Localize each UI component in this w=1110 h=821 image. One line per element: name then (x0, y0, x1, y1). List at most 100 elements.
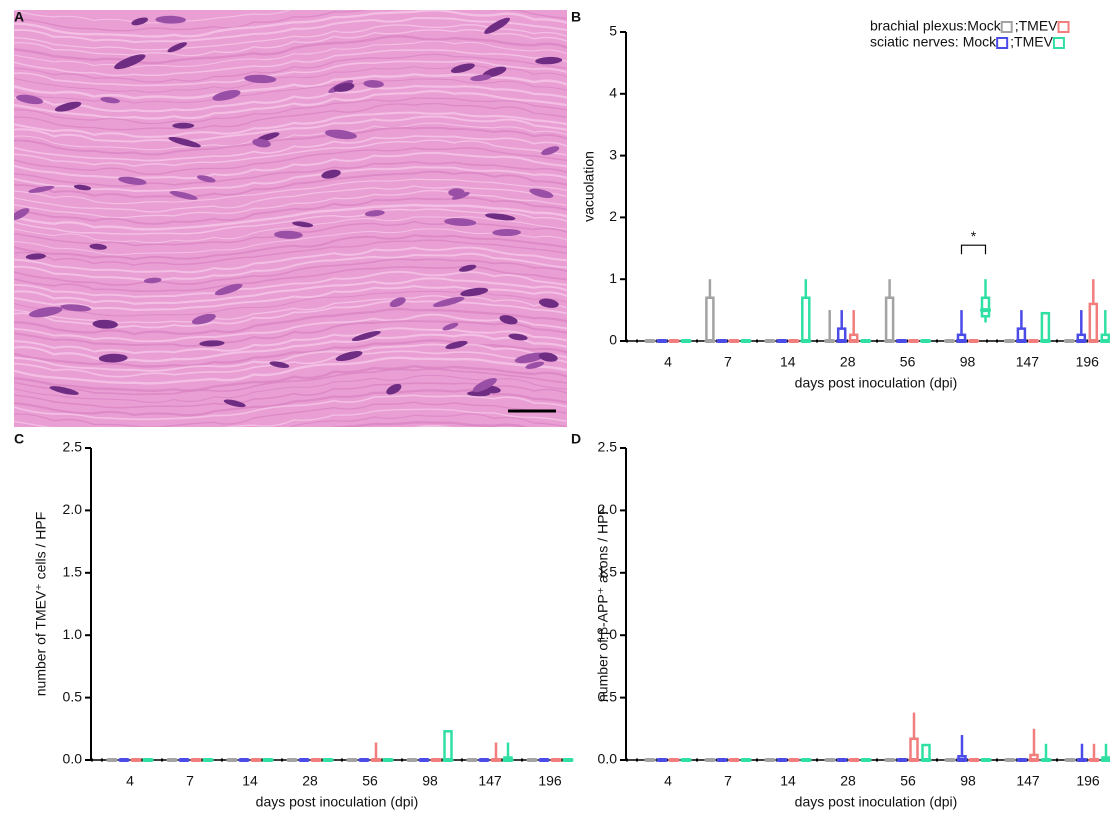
fiber (14, 290, 567, 317)
panel-letter: A (14, 9, 24, 25)
fiber (14, 49, 567, 77)
x-tick-label: 98 (422, 773, 438, 789)
x-axis-label: days post inoculation (dpi) (795, 794, 958, 810)
nucleus (212, 90, 241, 101)
fiber (413, 424, 452, 427)
nucleus (172, 122, 195, 129)
y-tick-label: 5 (609, 23, 617, 39)
nucleus (472, 378, 497, 393)
fiber (14, 10, 567, 38)
nucleus (467, 390, 491, 397)
fiber (14, 64, 567, 93)
nucleus (223, 399, 246, 408)
fiber (14, 122, 567, 151)
histology-image (14, 10, 567, 427)
x-axis-label: days post inoculation (dpi) (256, 794, 419, 810)
chart: C 0.0 0.5 1.0 1.5 2.0 2.5 4 7 14 28 56 98 147 196 days … (14, 431, 574, 810)
annotation: * (971, 228, 977, 244)
fiber (14, 90, 567, 120)
y-tick-label: 1 (609, 270, 617, 286)
nucleus (269, 361, 290, 369)
legend-swatch (1052, 37, 1065, 49)
x-tick-label: 147 (1016, 773, 1040, 789)
nucleus (155, 15, 186, 24)
legend-separator: ; (1015, 18, 1019, 34)
x-tick-label: 98 (960, 773, 976, 789)
fiber (14, 413, 567, 427)
nucleus (100, 97, 120, 104)
fiber (14, 327, 567, 355)
fiber (14, 126, 567, 156)
fiber (14, 139, 567, 167)
nucleus (442, 322, 459, 331)
panel-letter: B (571, 9, 581, 25)
x-tick-label: 14 (242, 773, 258, 789)
nucleus (25, 253, 46, 260)
x-tick-label: 28 (840, 354, 856, 370)
y-tick-label: 1.0 (63, 626, 83, 642)
nucleus (386, 383, 402, 395)
nucleus (54, 101, 82, 112)
fiber (14, 151, 567, 180)
nucleus (143, 277, 162, 284)
fiber (14, 17, 567, 44)
box (801, 296, 811, 343)
nucleus (508, 333, 528, 341)
nucleus (389, 297, 406, 308)
x-tick-label: 4 (664, 354, 672, 370)
legend-group: brachial plexus: (870, 18, 967, 34)
nucleus (28, 306, 63, 318)
y-tick-label: 2.0 (63, 501, 83, 517)
x-tick-label: 56 (900, 773, 916, 789)
fiber (14, 115, 567, 143)
nucleus (16, 94, 44, 105)
x-tick-label: 98 (960, 354, 976, 370)
nucleus (244, 74, 277, 84)
x-tick-label: 4 (126, 773, 134, 789)
fiber (14, 185, 567, 213)
fiber (14, 135, 567, 162)
box (980, 296, 991, 318)
fiber (14, 178, 567, 205)
nucleus (538, 298, 559, 308)
box (921, 743, 931, 762)
y-tick-label: 0.5 (63, 688, 83, 704)
fiber (14, 374, 567, 403)
fiber (14, 160, 567, 187)
nucleus (114, 54, 146, 70)
x-tick-label: 4 (664, 773, 672, 789)
fiber (14, 234, 567, 261)
y-tick-label: 2.5 (63, 439, 83, 455)
fiber (14, 102, 567, 131)
nucleus (451, 191, 470, 200)
nucleus (432, 296, 465, 307)
x-tick-label: 56 (362, 773, 378, 789)
nucleus (485, 213, 516, 221)
legend-swatch (996, 37, 1009, 49)
nucleus (273, 230, 303, 239)
fiber (14, 350, 567, 378)
fiber (14, 408, 567, 427)
nucleus (292, 221, 314, 228)
nucleus (252, 138, 271, 148)
x-tick-label: 14 (780, 354, 796, 370)
fiber (14, 24, 567, 51)
fiber (14, 166, 567, 192)
fiber (14, 111, 567, 138)
y-tick-label: 1.5 (63, 564, 83, 580)
x-tick-label: 147 (478, 773, 502, 789)
y-tick-label: 3 (609, 146, 617, 162)
nucleus (49, 386, 79, 395)
x-tick-label: 14 (780, 773, 796, 789)
fiber (14, 189, 567, 219)
x-tick-label: 28 (302, 773, 318, 789)
y-tick-label: 1.0 (598, 626, 618, 642)
fiber (14, 270, 567, 298)
nucleus (459, 264, 477, 272)
nucleus (333, 82, 355, 92)
x-tick-label: 7 (724, 354, 732, 370)
fiber (14, 147, 567, 175)
nucleus (98, 353, 128, 363)
fiber (14, 285, 567, 312)
